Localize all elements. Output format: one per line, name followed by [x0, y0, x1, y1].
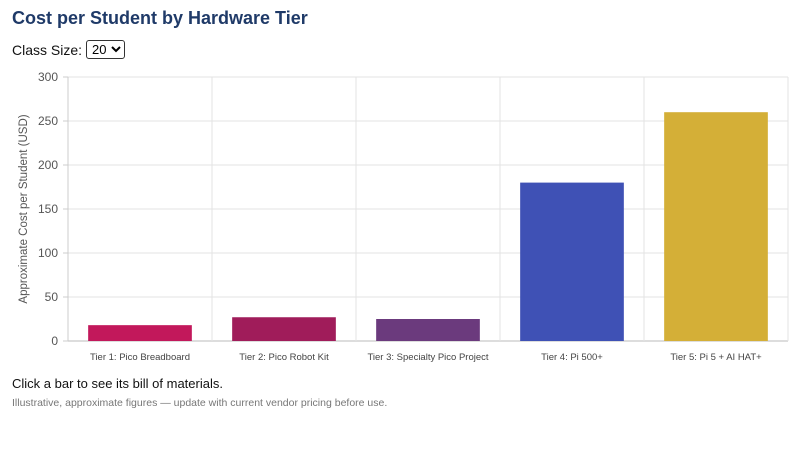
- x-tick-label: Tier 1: Pico Breadboard: [90, 352, 190, 363]
- x-tick-label: Tier 5: Pi 5 + AI HAT+: [670, 352, 762, 363]
- class-size-select[interactable]: 20: [86, 40, 126, 59]
- y-tick-label: 100: [38, 246, 58, 260]
- bar[interactable]: [88, 325, 192, 341]
- x-tick-label: Tier 4: Pi 500+: [541, 352, 603, 363]
- class-size-label: Class Size:: [12, 41, 83, 58]
- chart-hint: Click a bar to see its bill of materials…: [12, 376, 223, 391]
- y-tick-label: 150: [38, 202, 58, 216]
- bar[interactable]: [664, 112, 768, 341]
- bar-chart: 0 50 100 150 200 250 300 Tier 1: Pico Breadboar…: [18, 70, 789, 363]
- y-tick-label: 200: [38, 158, 58, 172]
- x-tick-label: Tier 3: Specialty Pico Project: [367, 352, 488, 363]
- class-size-control: Class Size: 20: [12, 40, 126, 59]
- y-tick-label: 0: [51, 334, 58, 348]
- page-title: Cost per Student by Hardware Tier: [12, 8, 308, 28]
- bar[interactable]: [232, 317, 336, 341]
- bar[interactable]: [376, 319, 480, 341]
- y-tick-label: 250: [38, 114, 58, 128]
- y-axis-title: Approximate Cost per Student (USD): [18, 114, 30, 303]
- y-tick-label: 300: [38, 70, 58, 84]
- y-tick-label: 50: [45, 290, 59, 304]
- x-tick-label: Tier 2: Pico Robot Kit: [239, 352, 329, 363]
- pricing-note: Illustrative, approximate figures — upda…: [12, 397, 388, 409]
- bar[interactable]: [520, 182, 624, 341]
